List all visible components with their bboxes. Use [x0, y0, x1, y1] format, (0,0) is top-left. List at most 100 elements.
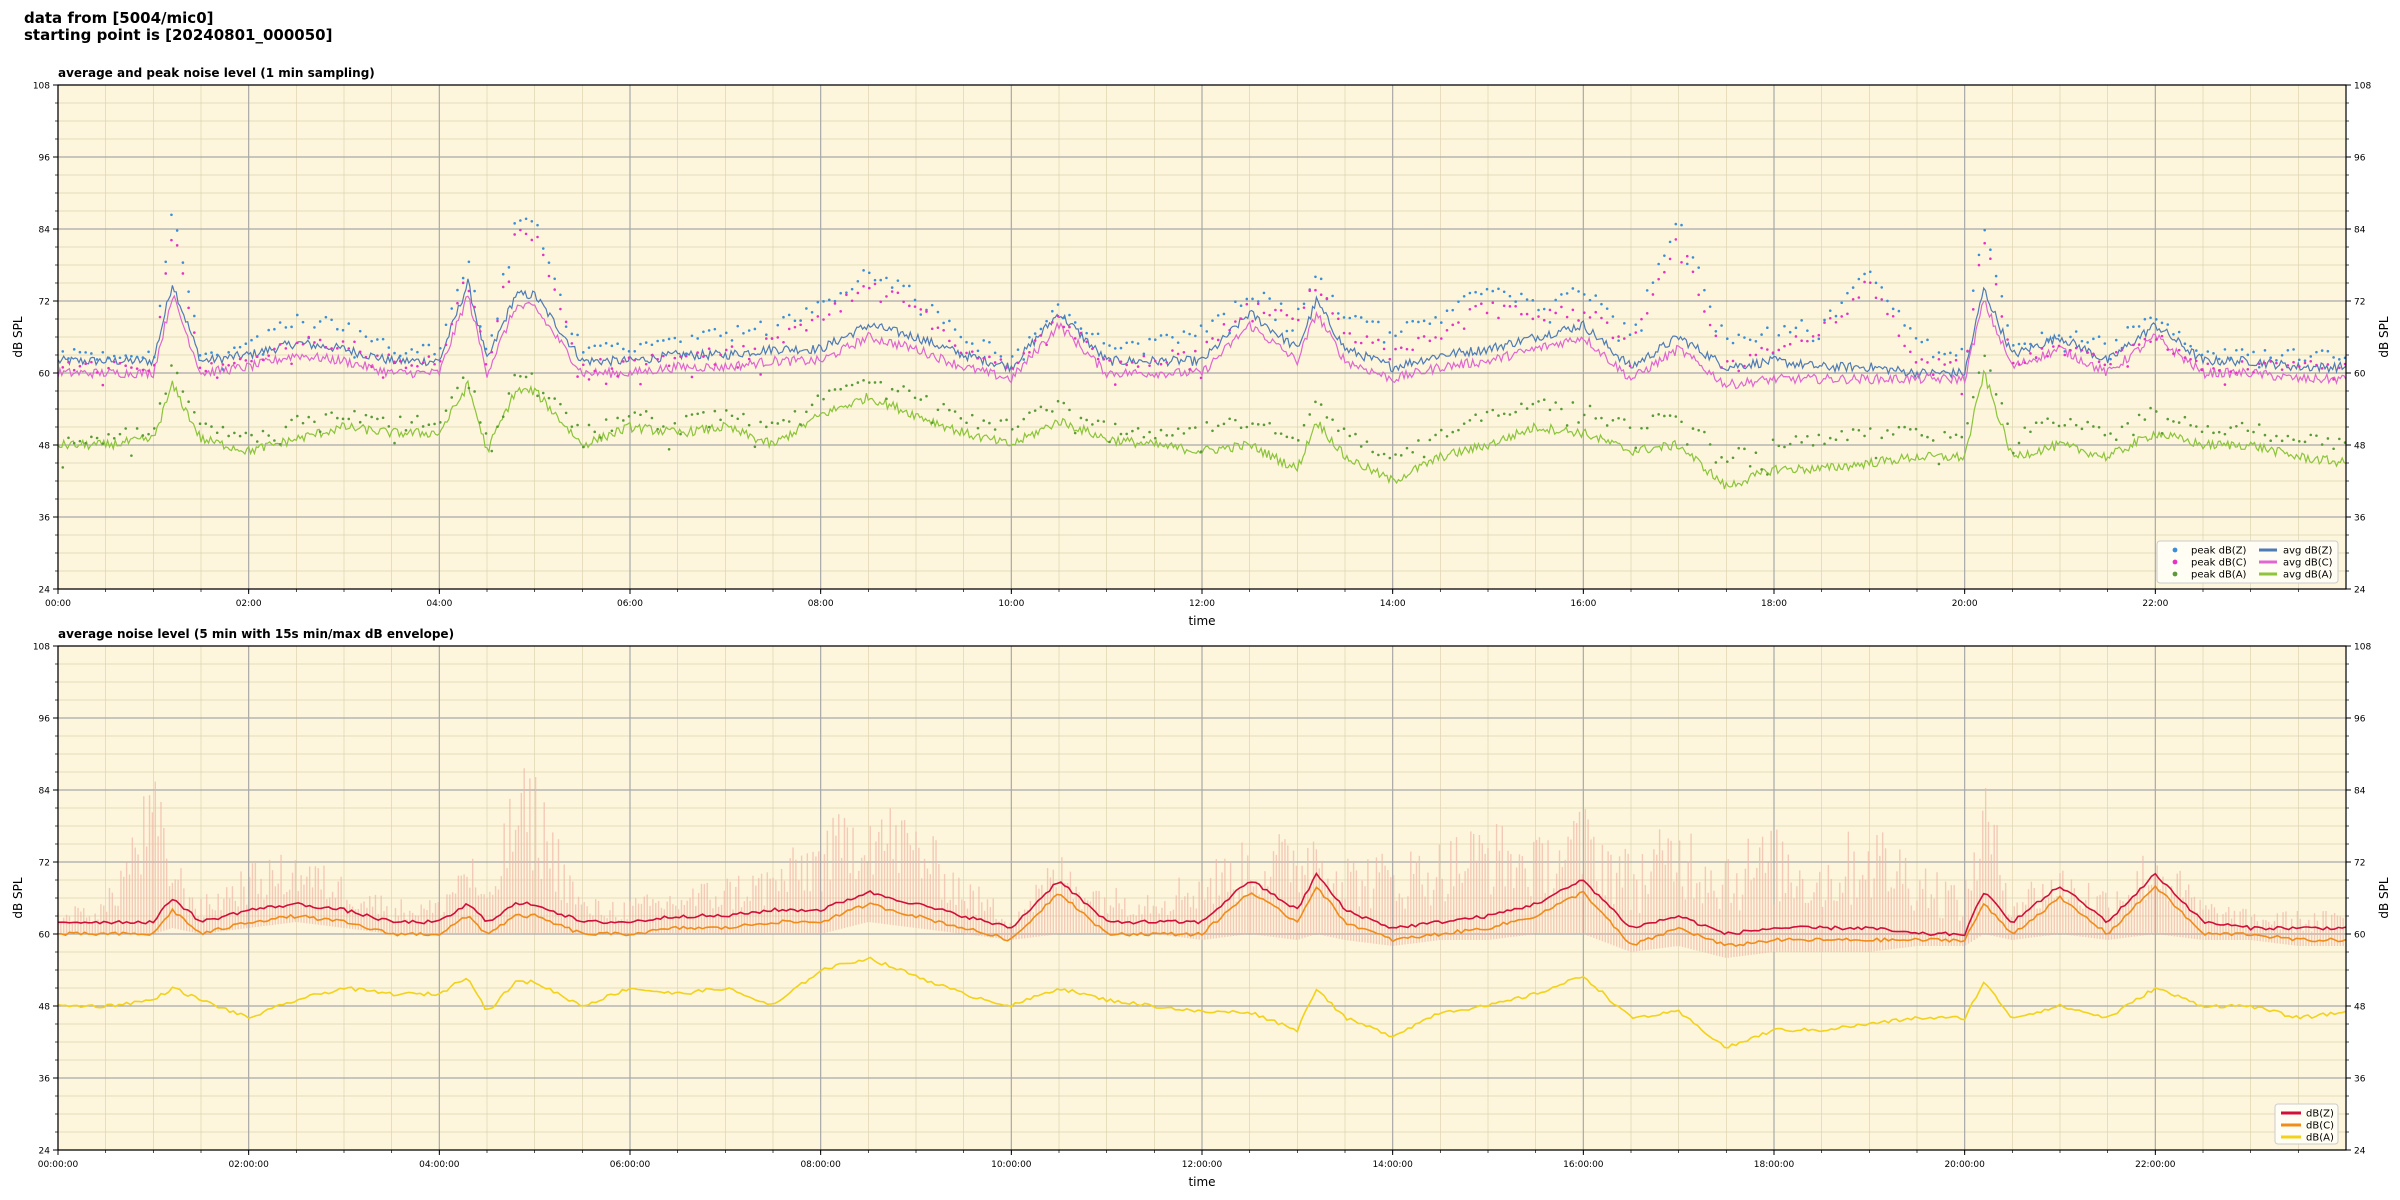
peak-point	[2240, 348, 2244, 351]
peak-point	[347, 417, 351, 421]
peak-point	[370, 415, 373, 419]
peak-point	[2120, 348, 2124, 352]
peak-point	[787, 420, 791, 423]
peak-point	[896, 291, 900, 295]
peak-point	[656, 427, 659, 431]
peak-point	[856, 279, 860, 283]
peak-point	[410, 421, 413, 424]
legend-marker	[2172, 571, 2178, 577]
peak-point	[2040, 347, 2044, 350]
peak-point	[707, 329, 711, 332]
peak-point	[879, 300, 883, 304]
peak-point	[2212, 431, 2215, 435]
peak-point	[1342, 331, 1346, 335]
peak-point	[118, 356, 122, 360]
peak-point	[1560, 407, 1563, 411]
legend-box	[2156, 540, 2339, 584]
peak-point	[622, 347, 625, 351]
peak-point	[1319, 403, 1323, 406]
peak-point	[1239, 304, 1243, 308]
peak-point	[278, 321, 282, 324]
peak-point	[1811, 335, 1815, 338]
series-line	[57, 884, 2347, 947]
peak-point	[301, 421, 305, 425]
y-tick-label: 96	[2354, 715, 2366, 725]
peak-point	[67, 357, 70, 360]
peak-point	[2034, 356, 2038, 359]
peak-point	[1548, 321, 1552, 324]
peak-point	[2011, 451, 2015, 455]
peak-point	[1880, 286, 1884, 289]
peak-point	[1560, 305, 1563, 309]
peak-point	[324, 345, 328, 349]
peak-point	[2303, 361, 2307, 365]
peak-point	[1331, 312, 1334, 315]
peak-point	[438, 346, 442, 350]
peak-point	[1434, 336, 1437, 339]
peak-point	[2109, 357, 2112, 361]
y-tick-label: 60	[2354, 931, 2366, 941]
peak-point	[1417, 336, 1420, 340]
peak-point	[1851, 286, 1855, 289]
peak-point	[473, 305, 476, 309]
peak-point	[587, 378, 591, 381]
peak-point	[1777, 333, 1781, 337]
peak-point	[1949, 436, 1952, 439]
peak-point	[1823, 321, 1826, 324]
peak-point	[1485, 410, 1489, 414]
peak-point	[1096, 419, 1100, 423]
peak-point	[1909, 327, 1912, 330]
peak-point	[1462, 294, 1466, 298]
peak-point	[827, 298, 831, 302]
legend: dB(Z)dB(C)dB(A)	[2274, 1103, 2339, 1145]
x-tick-label: 04:00:00	[419, 1160, 460, 1170]
peak-point	[2309, 433, 2313, 437]
peak-point	[215, 376, 219, 379]
peak-point	[1640, 317, 1643, 321]
peak-point	[1325, 416, 1329, 419]
peak-point	[867, 381, 871, 384]
peak-point	[2149, 316, 2152, 320]
peak-point	[1743, 447, 1746, 451]
peak-point	[210, 351, 213, 354]
peak-point	[2338, 437, 2341, 441]
peak-point	[198, 354, 202, 357]
peak-point	[496, 425, 499, 428]
peak-point	[2315, 434, 2318, 437]
peak-point	[387, 346, 391, 349]
peak-point	[393, 351, 396, 355]
peak-point	[1148, 337, 1151, 341]
peak-point	[2257, 362, 2261, 366]
peak-point	[713, 409, 717, 413]
x-tick-label: 22:00:00	[2135, 1160, 2176, 1170]
peak-point	[1119, 360, 1123, 363]
peak-point	[2109, 362, 2112, 366]
series-peak-db-c	[61, 228, 2347, 396]
peak-point	[896, 389, 900, 393]
peak-point	[2080, 427, 2084, 431]
peak-point	[1176, 341, 1180, 344]
peak-point	[696, 351, 699, 354]
peak-point	[2029, 352, 2032, 355]
peak-point	[2206, 350, 2210, 353]
peak-point	[2092, 337, 2095, 341]
peak-point	[1314, 400, 1317, 404]
peak-point	[353, 340, 356, 344]
peak-point	[438, 421, 442, 424]
peak-point	[273, 347, 276, 351]
peak-point	[1399, 454, 1403, 457]
peak-point	[845, 291, 848, 294]
peak-point	[1165, 434, 1169, 437]
peak-point	[1571, 287, 1575, 290]
peak-point	[1748, 338, 1752, 342]
peak-point	[833, 302, 837, 305]
peak-point	[2189, 357, 2192, 361]
peak-point	[1125, 432, 1128, 436]
peak-point	[461, 376, 465, 380]
peak-point	[536, 235, 539, 239]
peak-point	[330, 318, 333, 322]
peak-point	[776, 336, 780, 339]
peak-point	[404, 429, 408, 432]
peak-point	[444, 409, 448, 412]
